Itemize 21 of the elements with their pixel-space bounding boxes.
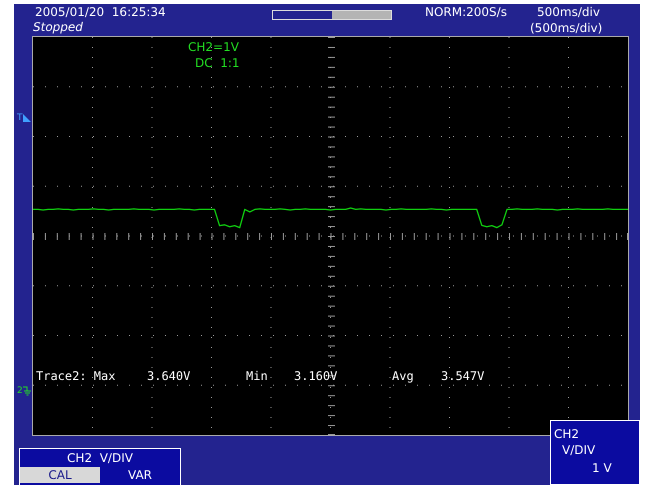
text: 3.160V xyxy=(294,368,338,384)
text: 3.547V xyxy=(441,368,484,384)
text: Trace2: Max xyxy=(36,368,116,384)
text: (500ms/div) xyxy=(530,20,602,36)
text: CH2=1V xyxy=(188,39,239,55)
text: 2005/01/20 16:25:34 xyxy=(35,4,166,20)
text: 500ms/div xyxy=(537,4,600,20)
text: 2 xyxy=(17,385,23,398)
text: Min xyxy=(246,368,268,384)
text: V/DIV xyxy=(562,442,596,458)
text: Avg xyxy=(392,368,414,384)
text: Stopped xyxy=(33,19,83,35)
text: T xyxy=(17,112,22,125)
text: CH2 V/DIV xyxy=(66,450,134,466)
text: DC 1:1 xyxy=(195,55,240,71)
text: 1 V xyxy=(592,460,612,476)
text: 3.640V xyxy=(147,368,190,384)
text: CAL xyxy=(20,467,100,483)
text: VAR xyxy=(100,467,180,483)
text: CH2 xyxy=(554,426,580,442)
text: NORM:200S/s xyxy=(425,4,507,20)
